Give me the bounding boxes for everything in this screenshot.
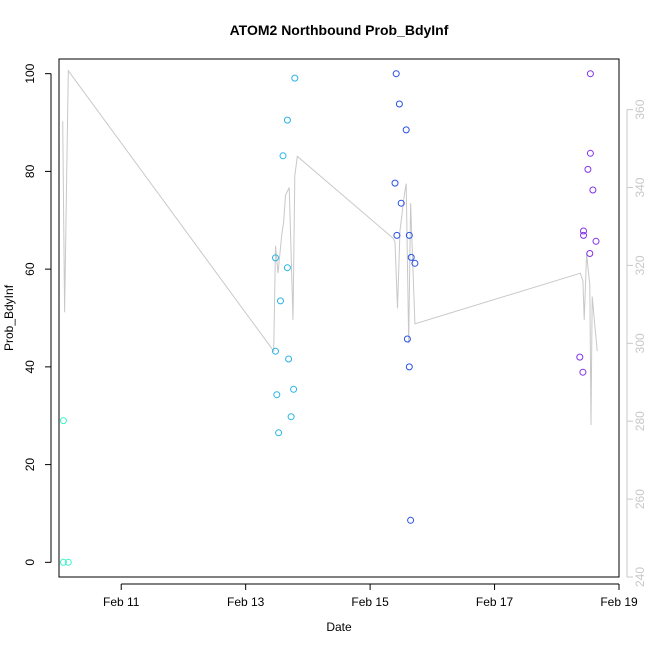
data-point-series-1-1 <box>59 417 67 425</box>
y-tick-label: 60 <box>23 262 37 276</box>
data-point-series-3-4 <box>395 100 403 108</box>
data-point-series-4-5 <box>584 165 592 173</box>
data-point-series-3-6 <box>402 126 410 134</box>
y2-tick-label: 340 <box>633 177 647 197</box>
data-point-series-4-6 <box>586 250 594 257</box>
plot-frame <box>58 58 620 578</box>
x-tick-label: Feb 11 <box>103 595 140 609</box>
scatter-points <box>59 70 600 566</box>
data-point-series-3-3 <box>393 231 401 239</box>
y-tick-label: 40 <box>23 360 37 374</box>
data-point-series-2-2 <box>272 347 279 355</box>
x-axis: Feb 11 Feb 13 Feb 15 Feb 17 Feb 19 <box>103 583 638 609</box>
y2-tick-label: 280 <box>633 411 647 431</box>
data-point-series-2-3 <box>273 391 281 399</box>
y-axis-right: 240 260 280 300 320 340 360 <box>626 99 647 587</box>
data-point-series-1-2 <box>59 558 67 566</box>
data-point-series-3-11 <box>407 253 415 261</box>
data-point-series-4-3 <box>580 227 587 235</box>
y2-tick-label: 300 <box>633 333 647 353</box>
data-point-series-2-6 <box>279 152 287 160</box>
data-point-series-4-8 <box>586 149 594 157</box>
data-point-series-4-7 <box>586 70 594 78</box>
y2-tick-label: 240 <box>633 567 647 587</box>
data-point-series-2-9 <box>285 355 293 363</box>
data-point-series-2-10 <box>287 413 295 421</box>
data-point-series-2-4 <box>275 429 283 437</box>
data-point-series-4-4 <box>580 231 587 239</box>
data-point-series-2-12 <box>291 74 299 82</box>
data-point-series-4-1 <box>576 353 584 361</box>
x-tick-label: Feb 19 <box>600 595 638 609</box>
x-tick-label: Feb 13 <box>227 595 265 609</box>
x-tick-label: Feb 17 <box>476 595 514 609</box>
data-point-series-2-11 <box>290 385 298 393</box>
data-point-series-2-5 <box>277 297 284 305</box>
chart-title: ATOM2 Northbound Prob_BdyInf <box>230 22 449 38</box>
data-point-series-3-2 <box>392 70 400 78</box>
y-tick-label: 80 <box>23 164 37 178</box>
y2-tick-label: 260 <box>633 489 647 509</box>
line-series <box>62 69 598 426</box>
data-point-series-3-5 <box>397 199 405 207</box>
y2-tick-label: 320 <box>633 255 647 275</box>
data-point-series-3-9 <box>405 231 413 239</box>
y-tick-label: 100 <box>23 63 37 83</box>
data-point-series-4-2 <box>579 368 587 376</box>
data-point-series-3-8 <box>405 363 413 371</box>
data-point-series-3-12 <box>411 259 419 267</box>
data-point-series-2-7 <box>283 116 291 124</box>
data-point-series-2-1 <box>272 254 279 262</box>
x-tick-label: Feb 15 <box>351 595 389 609</box>
y-tick-label: 0 <box>23 559 37 566</box>
y2-tick-label: 360 <box>633 99 647 119</box>
data-point-series-4-10 <box>592 237 600 245</box>
right-axis-line-series <box>62 69 598 426</box>
y-axis-left: 0 20 40 60 80 100 <box>23 63 52 566</box>
data-point-series-3-1 <box>391 179 399 187</box>
data-point-series-3-10 <box>407 516 415 524</box>
y-axis-label: Prob_BdyInf <box>2 284 16 351</box>
x-axis-label: Date <box>326 620 352 634</box>
data-point-series-2-8 <box>283 264 291 272</box>
data-point-series-3-7 <box>403 335 411 343</box>
data-point-series-1-3 <box>64 558 72 566</box>
data-point-series-4-9 <box>589 186 597 194</box>
y-tick-label: 20 <box>23 458 37 472</box>
